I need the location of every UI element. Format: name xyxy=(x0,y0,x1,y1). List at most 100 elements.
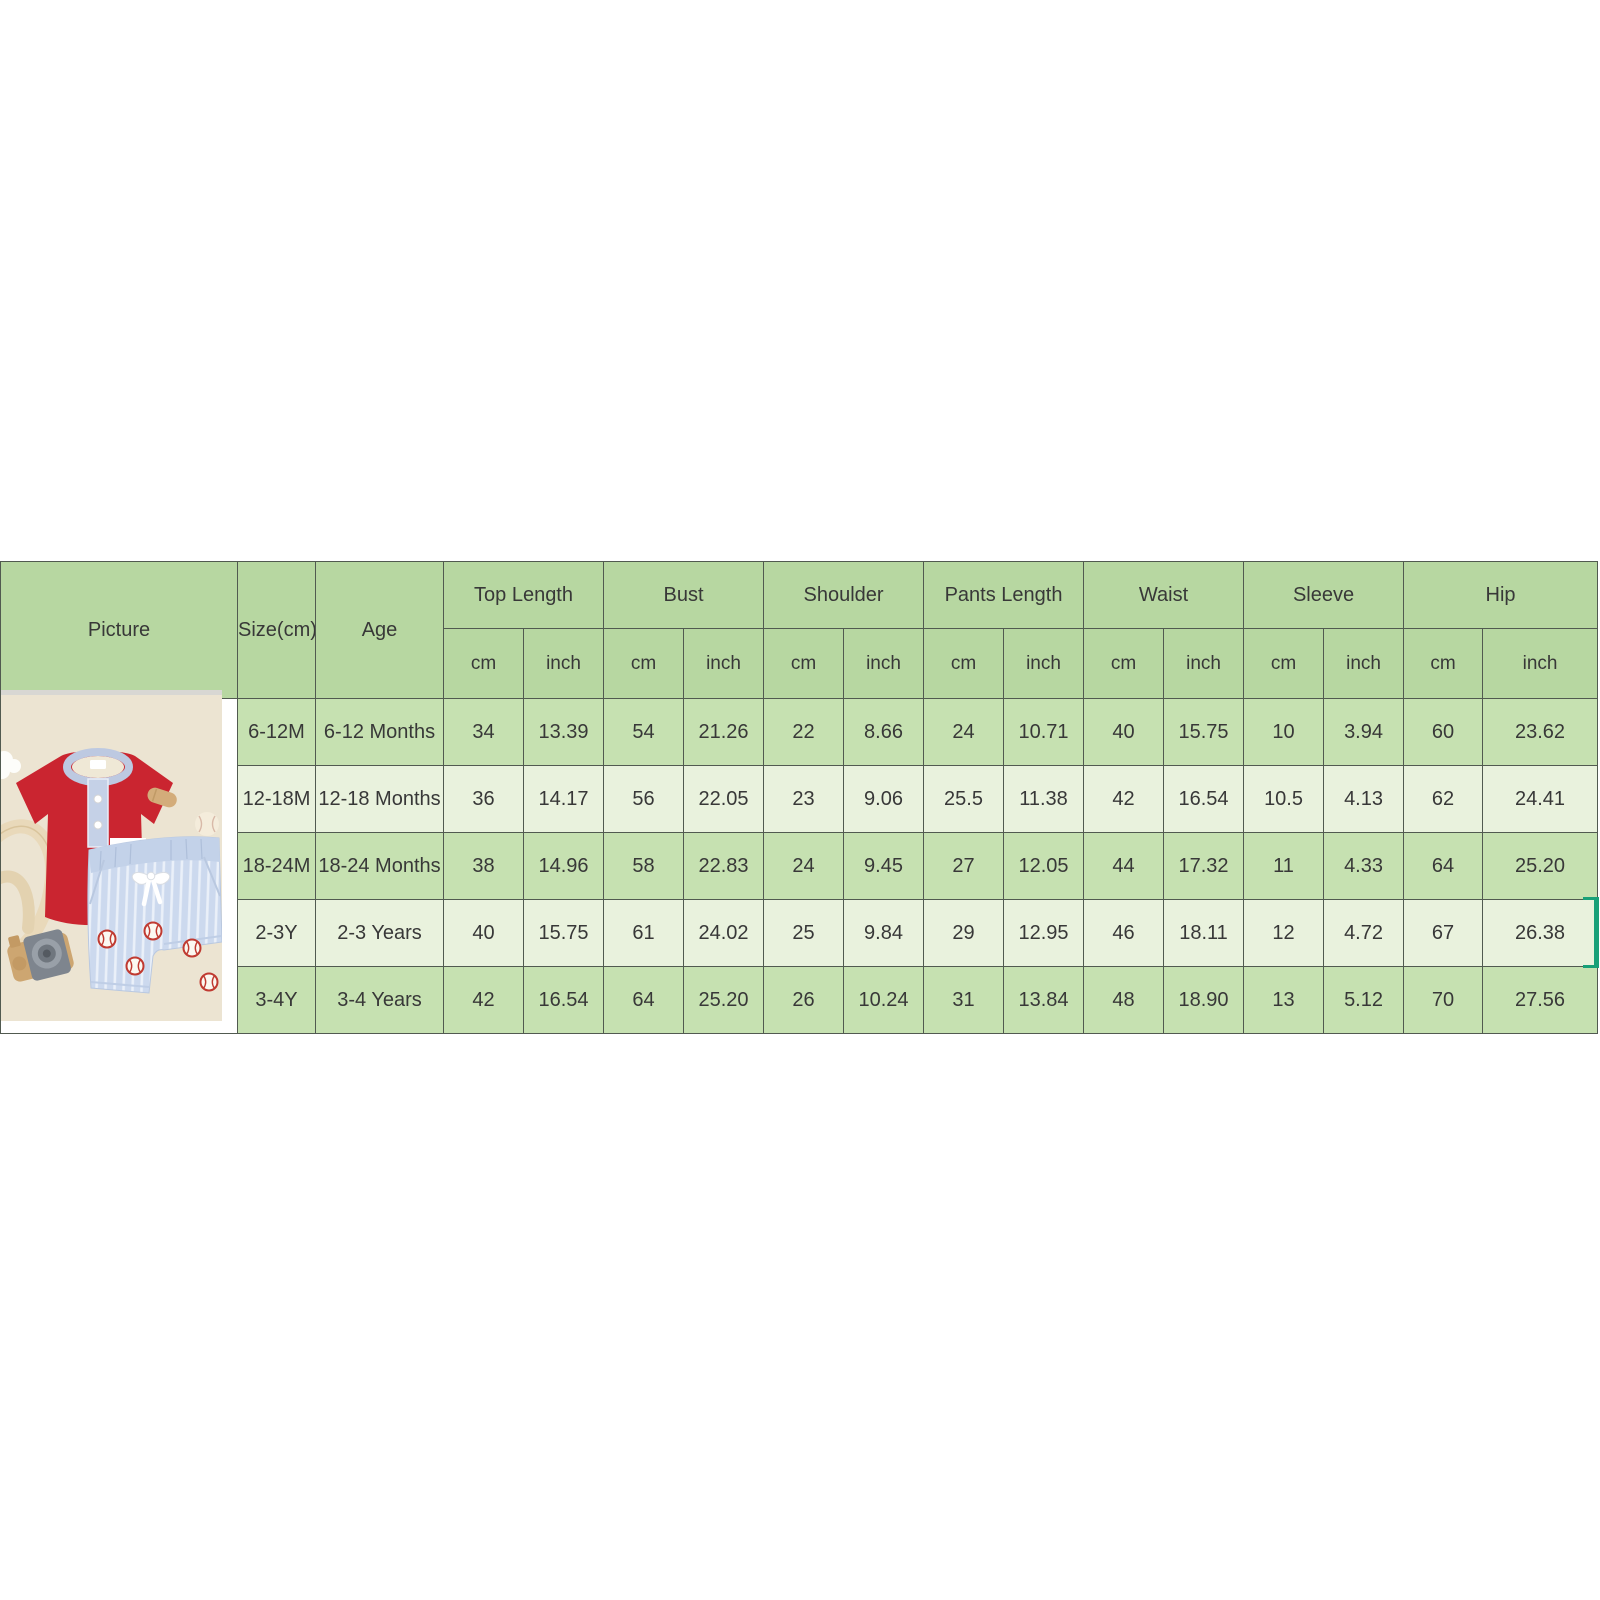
value-hip-cm-6-12M[interactable]: 60 xyxy=(1403,698,1484,766)
size-cell-6-12M[interactable]: 6-12M xyxy=(237,698,316,766)
value-shoulder-cm-2-3Y[interactable]: 25 xyxy=(763,899,845,967)
value-shoulder-inch-2-3Y[interactable]: 9.84 xyxy=(843,899,925,967)
value-shoulder-cm-3-4Y[interactable]: 26 xyxy=(763,966,845,1034)
value-sleeve-inch-3-4Y[interactable]: 5.12 xyxy=(1323,966,1405,1034)
unit-shoulder-cm[interactable]: cm xyxy=(763,628,845,699)
header-waist[interactable]: Waist xyxy=(1083,561,1245,629)
value-bust-cm-2-3Y[interactable]: 61 xyxy=(603,899,685,967)
value-bust-inch-12-18M[interactable]: 22.05 xyxy=(683,765,765,833)
value-bust-inch-2-3Y[interactable]: 24.02 xyxy=(683,899,765,967)
header-picture[interactable]: Picture xyxy=(0,561,238,699)
value-shoulder-cm-18-24M[interactable]: 24 xyxy=(763,832,845,900)
value-sleeve-cm-2-3Y[interactable]: 12 xyxy=(1243,899,1325,967)
value-top_length-cm-12-18M[interactable]: 36 xyxy=(443,765,524,833)
header-size[interactable]: Size(cm) xyxy=(237,561,316,699)
value-sleeve-cm-12-18M[interactable]: 10.5 xyxy=(1243,765,1325,833)
value-shoulder-inch-6-12M[interactable]: 8.66 xyxy=(843,698,925,766)
value-bust-inch-18-24M[interactable]: 22.83 xyxy=(683,832,765,900)
value-bust-cm-18-24M[interactable]: 58 xyxy=(603,832,685,900)
value-waist-cm-2-3Y[interactable]: 46 xyxy=(1083,899,1165,967)
unit-top_length-inch[interactable]: inch xyxy=(522,628,605,699)
value-hip-cm-3-4Y[interactable]: 70 xyxy=(1403,966,1484,1034)
value-hip-inch-6-12M[interactable]: 23.62 xyxy=(1482,698,1599,766)
value-bust-inch-3-4Y[interactable]: 25.20 xyxy=(683,966,765,1034)
header-age[interactable]: Age xyxy=(315,561,444,699)
value-top_length-cm-6-12M[interactable]: 34 xyxy=(443,698,524,766)
value-pants_length-cm-6-12M[interactable]: 24 xyxy=(923,698,1005,766)
value-bust-cm-3-4Y[interactable]: 64 xyxy=(603,966,685,1034)
size-cell-12-18M[interactable]: 12-18M xyxy=(237,765,316,833)
unit-hip-inch[interactable]: inch xyxy=(1482,628,1599,699)
value-pants_length-inch-18-24M[interactable]: 12.05 xyxy=(1003,832,1085,900)
value-shoulder-inch-18-24M[interactable]: 9.45 xyxy=(843,832,925,900)
unit-pants_length-inch[interactable]: inch xyxy=(1003,628,1085,699)
value-hip-inch-2-3Y[interactable]: 26.38 xyxy=(1482,899,1599,967)
value-hip-inch-18-24M[interactable]: 25.20 xyxy=(1482,832,1599,900)
unit-shoulder-inch[interactable]: inch xyxy=(843,628,925,699)
value-pants_length-inch-3-4Y[interactable]: 13.84 xyxy=(1003,966,1085,1034)
age-cell-2-3Y[interactable]: 2-3 Years xyxy=(315,899,444,967)
value-hip-cm-18-24M[interactable]: 64 xyxy=(1403,832,1484,900)
value-waist-cm-12-18M[interactable]: 42 xyxy=(1083,765,1165,833)
value-sleeve-cm-3-4Y[interactable]: 13 xyxy=(1243,966,1325,1034)
value-pants_length-cm-3-4Y[interactable]: 31 xyxy=(923,966,1005,1034)
unit-pants_length-cm[interactable]: cm xyxy=(923,628,1005,699)
value-top_length-inch-6-12M[interactable]: 13.39 xyxy=(522,698,605,766)
unit-hip-cm[interactable]: cm xyxy=(1403,628,1484,699)
value-top_length-inch-3-4Y[interactable]: 16.54 xyxy=(522,966,605,1034)
header-sleeve[interactable]: Sleeve xyxy=(1243,561,1405,629)
value-hip-cm-2-3Y[interactable]: 67 xyxy=(1403,899,1484,967)
header-pants_length[interactable]: Pants Length xyxy=(923,561,1085,629)
size-cell-18-24M[interactable]: 18-24M xyxy=(237,832,316,900)
age-cell-3-4Y[interactable]: 3-4 Years xyxy=(315,966,444,1034)
value-top_length-inch-12-18M[interactable]: 14.17 xyxy=(522,765,605,833)
value-pants_length-cm-2-3Y[interactable]: 29 xyxy=(923,899,1005,967)
value-pants_length-cm-12-18M[interactable]: 25.5 xyxy=(923,765,1005,833)
value-hip-inch-3-4Y[interactable]: 27.56 xyxy=(1482,966,1599,1034)
value-shoulder-cm-6-12M[interactable]: 22 xyxy=(763,698,845,766)
unit-bust-inch[interactable]: inch xyxy=(683,628,765,699)
value-top_length-inch-18-24M[interactable]: 14.96 xyxy=(522,832,605,900)
value-waist-inch-12-18M[interactable]: 16.54 xyxy=(1163,765,1245,833)
value-sleeve-inch-12-18M[interactable]: 4.13 xyxy=(1323,765,1405,833)
unit-waist-inch[interactable]: inch xyxy=(1163,628,1245,699)
value-bust-cm-12-18M[interactable]: 56 xyxy=(603,765,685,833)
age-cell-12-18M[interactable]: 12-18 Months xyxy=(315,765,444,833)
value-waist-cm-18-24M[interactable]: 44 xyxy=(1083,832,1165,900)
value-waist-cm-6-12M[interactable]: 40 xyxy=(1083,698,1165,766)
unit-top_length-cm[interactable]: cm xyxy=(443,628,524,699)
value-pants_length-cm-18-24M[interactable]: 27 xyxy=(923,832,1005,900)
value-sleeve-inch-6-12M[interactable]: 3.94 xyxy=(1323,698,1405,766)
value-waist-cm-3-4Y[interactable]: 48 xyxy=(1083,966,1165,1034)
value-top_length-inch-2-3Y[interactable]: 15.75 xyxy=(522,899,605,967)
value-waist-inch-2-3Y[interactable]: 18.11 xyxy=(1163,899,1245,967)
header-shoulder[interactable]: Shoulder xyxy=(763,561,925,629)
value-shoulder-inch-3-4Y[interactable]: 10.24 xyxy=(843,966,925,1034)
age-cell-18-24M[interactable]: 18-24 Months xyxy=(315,832,444,900)
value-waist-inch-6-12M[interactable]: 15.75 xyxy=(1163,698,1245,766)
value-hip-inch-12-18M[interactable]: 24.41 xyxy=(1482,765,1599,833)
size-cell-2-3Y[interactable]: 2-3Y xyxy=(237,899,316,967)
value-shoulder-cm-12-18M[interactable]: 23 xyxy=(763,765,845,833)
unit-sleeve-cm[interactable]: cm xyxy=(1243,628,1325,699)
value-pants_length-inch-6-12M[interactable]: 10.71 xyxy=(1003,698,1085,766)
value-bust-inch-6-12M[interactable]: 21.26 xyxy=(683,698,765,766)
value-shoulder-inch-12-18M[interactable]: 9.06 xyxy=(843,765,925,833)
value-sleeve-cm-6-12M[interactable]: 10 xyxy=(1243,698,1325,766)
header-bust[interactable]: Bust xyxy=(603,561,765,629)
unit-waist-cm[interactable]: cm xyxy=(1083,628,1165,699)
unit-bust-cm[interactable]: cm xyxy=(603,628,685,699)
value-hip-cm-12-18M[interactable]: 62 xyxy=(1403,765,1484,833)
value-pants_length-inch-2-3Y[interactable]: 12.95 xyxy=(1003,899,1085,967)
size-cell-3-4Y[interactable]: 3-4Y xyxy=(237,966,316,1034)
age-cell-6-12M[interactable]: 6-12 Months xyxy=(315,698,444,766)
value-waist-inch-3-4Y[interactable]: 18.90 xyxy=(1163,966,1245,1034)
value-sleeve-cm-18-24M[interactable]: 11 xyxy=(1243,832,1325,900)
header-top_length[interactable]: Top Length xyxy=(442,561,605,629)
unit-sleeve-inch[interactable]: inch xyxy=(1323,628,1405,699)
value-top_length-cm-3-4Y[interactable]: 42 xyxy=(443,966,524,1034)
value-bust-cm-6-12M[interactable]: 54 xyxy=(603,698,685,766)
header-hip[interactable]: Hip xyxy=(1403,561,1599,629)
value-sleeve-inch-2-3Y[interactable]: 4.72 xyxy=(1323,899,1405,967)
value-top_length-cm-2-3Y[interactable]: 40 xyxy=(443,899,524,967)
